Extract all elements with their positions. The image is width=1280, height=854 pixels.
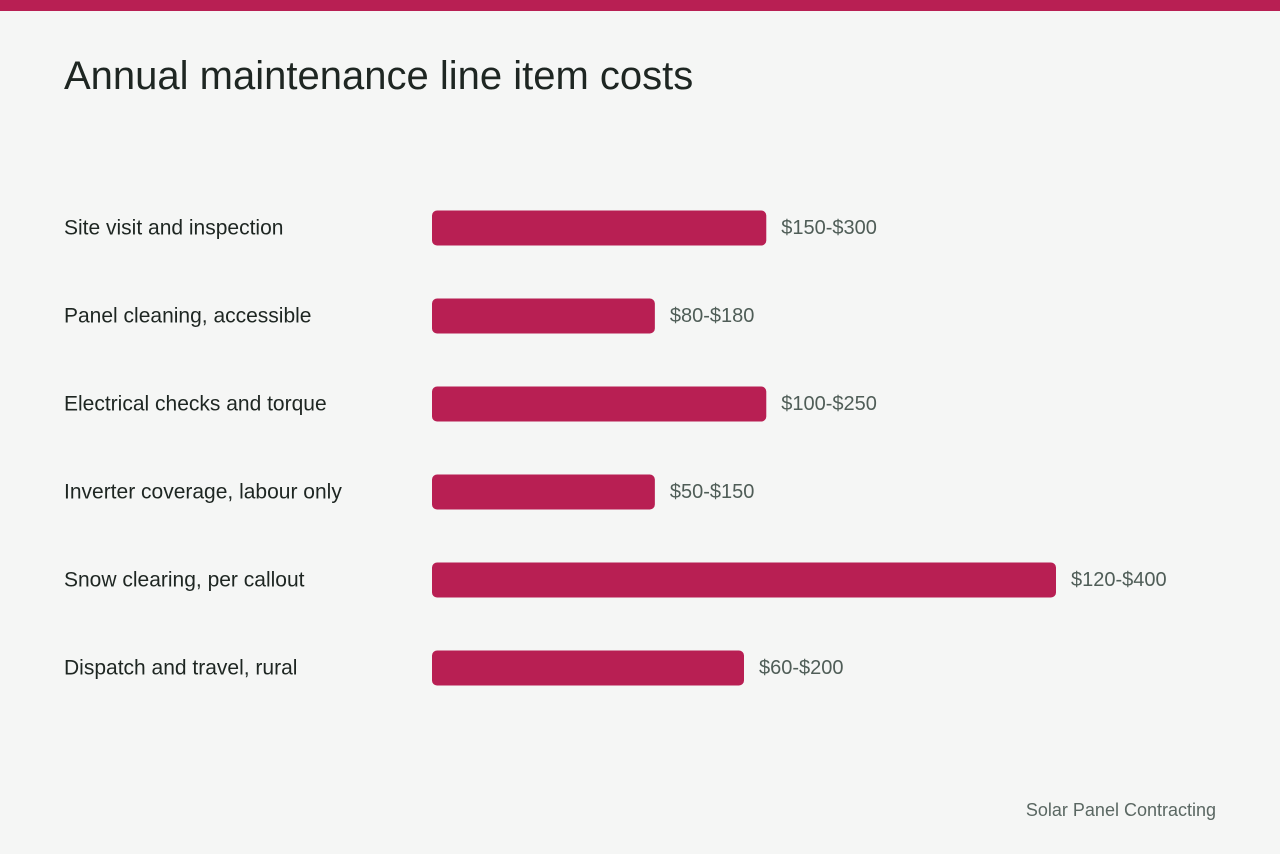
bar: [432, 210, 767, 246]
category-label: Electrical checks and torque: [64, 393, 327, 416]
category-label: Dispatch and travel, rural: [64, 657, 297, 680]
top-accent-stripe: [0, 0, 1280, 11]
value-label: $80-$180: [670, 305, 755, 327]
value-label: $100-$250: [781, 393, 877, 415]
bar: [432, 474, 655, 510]
source-credit: Solar Panel Contracting: [1025, 800, 1216, 820]
bar: [432, 562, 1056, 598]
category-label: Site visit and inspection: [64, 217, 283, 240]
value-label: $50-$150: [670, 481, 755, 503]
bar: [432, 650, 744, 686]
value-label: $150-$300: [781, 217, 877, 239]
category-label: Panel cleaning, accessible: [64, 305, 312, 328]
value-label: $60-$200: [759, 657, 844, 679]
bar: [432, 298, 655, 334]
bar: [432, 386, 767, 422]
value-label: $120-$400: [1071, 569, 1167, 591]
category-label: Inverter coverage, labour only: [64, 481, 342, 504]
chart-title: Annual maintenance line item costs: [64, 54, 694, 98]
category-label: Snow clearing, per callout: [64, 569, 305, 592]
